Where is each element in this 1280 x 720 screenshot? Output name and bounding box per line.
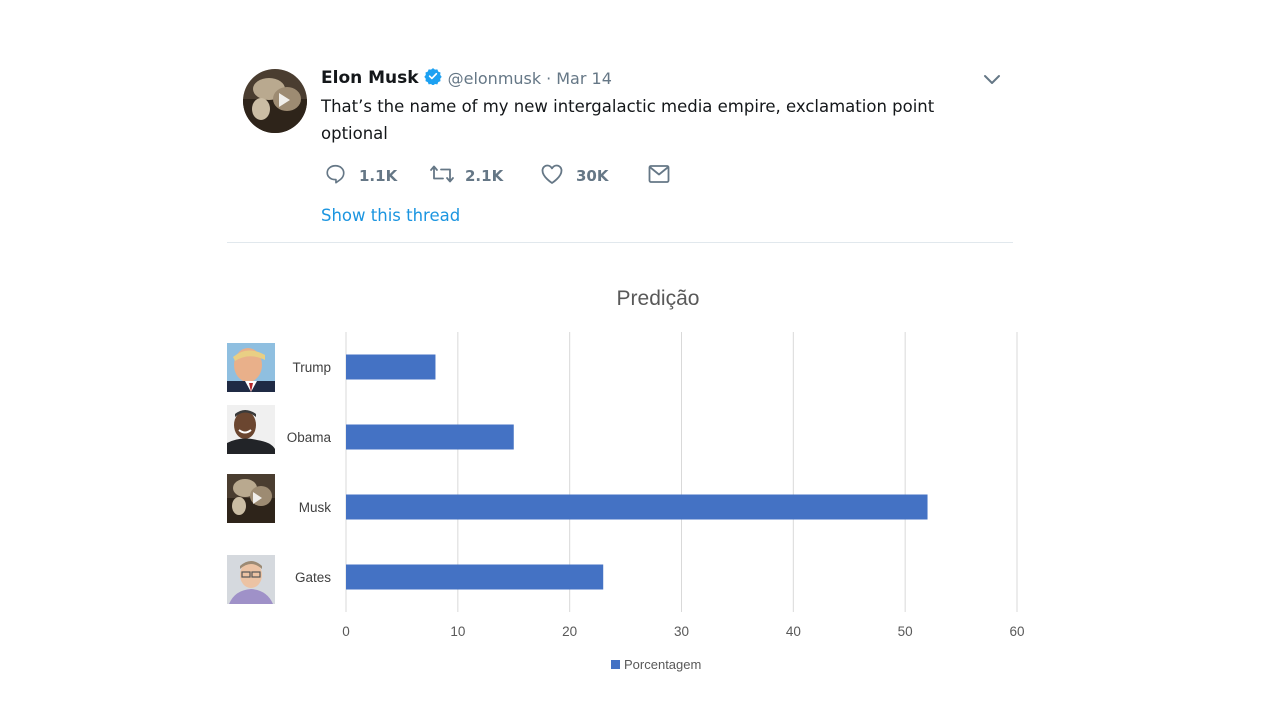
profile-avatar[interactable] [243,69,307,133]
tweet-date[interactable]: Mar 14 [556,68,612,88]
like-icon [540,163,564,189]
x-tick-label: 50 [898,624,913,639]
author-handle[interactable]: @elonmusk [447,68,542,88]
tweet-text: That’s the name of my new intergalactic … [321,97,935,143]
chart-title: Predição [616,287,700,310]
category-label: Gates [295,570,331,585]
like-count: 30K [576,167,609,185]
x-tick-label: 60 [1009,624,1024,639]
trump-photo [227,343,275,392]
musk-photo [227,474,275,523]
direct-message-button[interactable] [647,163,671,189]
bar-trump [346,354,436,380]
bar-obama [346,424,514,450]
category-label: Musk [299,500,332,515]
x-tick-label: 40 [786,624,801,639]
x-tick-label: 20 [562,624,577,639]
chevron-down-icon[interactable] [983,70,1001,92]
like-button[interactable]: 30K [540,163,609,189]
bar-musk [346,494,928,520]
reply-count: 1.1K [359,167,398,185]
category-label: Obama [287,430,332,445]
legend-swatch [611,659,620,669]
bar-gates [346,564,604,590]
reply-button[interactable]: 1.1K [324,163,397,189]
reply-icon [324,163,347,189]
category-label: Trump [292,360,331,375]
legend-label: Porcentagem [624,656,702,672]
verified-badge-icon [423,67,442,89]
message-icon [647,163,671,189]
obama-photo [227,405,275,454]
tweet-card: Elon Musk @elonmusk · Mar 14 That’s the … [227,60,1013,243]
retweet-icon [429,163,455,189]
x-tick-label: 10 [450,624,465,639]
chart-legend: Porcentagem [611,655,701,673]
author-name[interactable]: Elon Musk [321,68,419,88]
retweet-button[interactable]: 2.1K [429,163,503,189]
x-tick-label: 0 [342,624,350,639]
show-thread-link[interactable]: Show this thread [321,206,461,225]
tweet-header: Elon Musk @elonmusk · Mar 14 [321,67,612,89]
x-tick-label: 30 [674,624,689,639]
separator-dot: · [546,68,552,88]
gates-photo [227,555,275,604]
retweet-count: 2.1K [465,167,504,185]
